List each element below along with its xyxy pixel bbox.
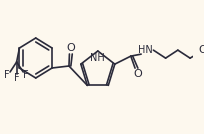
Text: F: F — [4, 70, 10, 80]
Text: F: F — [14, 73, 19, 83]
Text: O: O — [66, 43, 75, 53]
Text: O: O — [132, 69, 141, 79]
Text: NH: NH — [90, 53, 105, 63]
Text: O: O — [197, 45, 204, 55]
Text: HN: HN — [138, 45, 152, 55]
Text: F: F — [23, 70, 29, 80]
